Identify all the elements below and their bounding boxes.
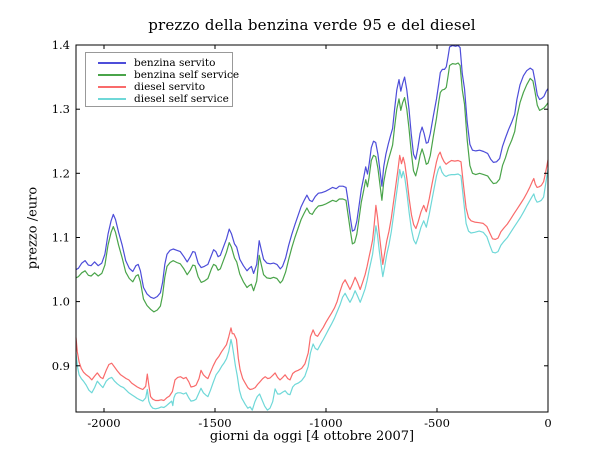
legend-label-diesel-servito: diesel servito	[134, 81, 206, 93]
legend-label-diesel-self-service: diesel self service	[134, 93, 229, 105]
y-tick-label: 1.2	[52, 166, 70, 180]
legend-label-benzina-servito: benzina servito	[134, 57, 216, 69]
x-tick-label: -500	[424, 416, 450, 430]
legend-item-diesel-servito: diesel servito	[98, 81, 232, 93]
legend: benzina servito benzina self service die…	[85, 52, 239, 107]
y-axis-label: prezzo /euro	[25, 186, 41, 270]
chart-title: prezzo della benzina verde 95 e del dies…	[148, 16, 476, 34]
y-tick-label: 0.9	[52, 359, 70, 373]
y-tick-label: 1.0	[52, 295, 70, 309]
x-tick-label: -1500	[198, 416, 231, 430]
plot-frame	[75, 44, 549, 413]
legend-label-benzina-self-service: benzina self service	[134, 69, 240, 81]
series-benzina-self-service	[75, 62, 549, 313]
series-diesel-self-service	[75, 165, 549, 411]
y-tick-label: 1.1	[52, 231, 70, 245]
y-tick-label: 1.4	[52, 38, 70, 52]
legend-line-diesel-self-service-icon	[98, 98, 126, 100]
x-tick-label: -2000	[87, 416, 120, 430]
x-tick-label: -1000	[309, 416, 342, 430]
x-tick-label: 0	[544, 416, 551, 430]
legend-line-benzina-servito-icon	[98, 62, 126, 64]
legend-item-diesel-self-service: diesel self service	[98, 93, 232, 105]
series-diesel-servito	[75, 151, 549, 402]
x-axis-label: giorni da oggi [4 ottobre 2007]	[209, 429, 415, 444]
legend-line-diesel-servito-icon	[98, 86, 126, 88]
series-benzina-servito	[75, 44, 549, 299]
legend-item-benzina-self-service: benzina self service	[98, 69, 239, 81]
y-tick-label: 1.3	[52, 102, 70, 116]
legend-item-benzina-servito: benzina servito	[98, 57, 232, 69]
legend-line-benzina-self-service-icon	[98, 74, 126, 76]
